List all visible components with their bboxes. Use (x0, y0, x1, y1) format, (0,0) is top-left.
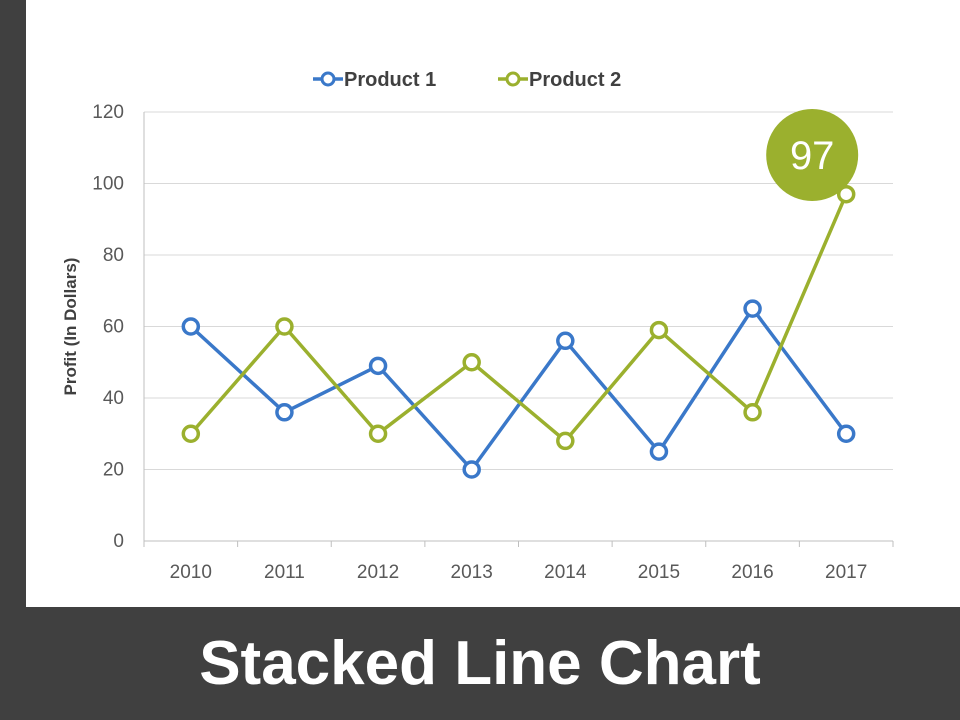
point-product-2-2017 (836, 184, 856, 204)
series-line-product-2 (189, 193, 848, 443)
y-tick-label-20: 20 (103, 460, 124, 481)
point-product-2-2014 (556, 431, 575, 451)
x-tick-label-2017: 2017 (825, 562, 867, 583)
chart-panel: 0 20 40 60 80 100 120 2010 2011 2012 2013 2014 2015 2… (26, 0, 960, 607)
footer-title: Stacked Line Chart (199, 629, 761, 698)
line-chart: 0 20 40 60 80 100 120 2010 2011 2012 2013 2014 2015 2… (61, 69, 894, 583)
series-line-product-1 (189, 306, 848, 472)
point-product-1-2016 (743, 299, 762, 318)
point-product-2-2013 (462, 353, 481, 372)
point-product-1-2014 (556, 331, 575, 351)
point-product-2-2015 (649, 320, 669, 340)
legend-marker-product-1 (320, 71, 336, 87)
x-tick-label-2015: 2015 (638, 562, 680, 583)
point-product-1-2013 (462, 460, 481, 479)
y-tick-label-60: 60 (103, 317, 124, 338)
x-tick-label-2011: 2011 (264, 562, 305, 583)
x-tick-label-2010: 2010 (170, 562, 212, 583)
y-tick-label-0: 0 (113, 531, 124, 552)
x-tick-label-2012: 2012 (357, 562, 399, 583)
point-product-1-2015 (649, 442, 669, 461)
x-tick-label-2013: 2013 (451, 562, 493, 583)
callout-value: 97 (790, 134, 835, 178)
point-product-2-2012 (368, 424, 388, 443)
y-axis-title: Profit (In Dollars) (61, 258, 80, 396)
callout-badge (766, 109, 859, 201)
point-product-1-2010 (181, 317, 201, 336)
x-tick-label-2014: 2014 (544, 562, 587, 583)
point-product-1-2012 (368, 356, 388, 376)
point-product-1-2017 (836, 424, 856, 443)
point-product-2-2011 (275, 317, 294, 336)
x-tick-label-2016: 2016 (731, 562, 773, 583)
legend-label-product-1: Product 1 (344, 69, 436, 91)
y-tick-label-120: 120 (92, 102, 124, 123)
point-product-2-2016 (743, 403, 762, 422)
legend-label-product-2: Product 2 (529, 69, 621, 91)
point-product-2-2010 (181, 424, 201, 443)
y-tick-label-100: 100 (92, 174, 124, 195)
y-tick-label-80: 80 (103, 245, 124, 266)
legend-marker-product-2 (505, 71, 521, 87)
y-tick-label-40: 40 (103, 388, 124, 409)
point-product-1-2011 (275, 403, 294, 422)
